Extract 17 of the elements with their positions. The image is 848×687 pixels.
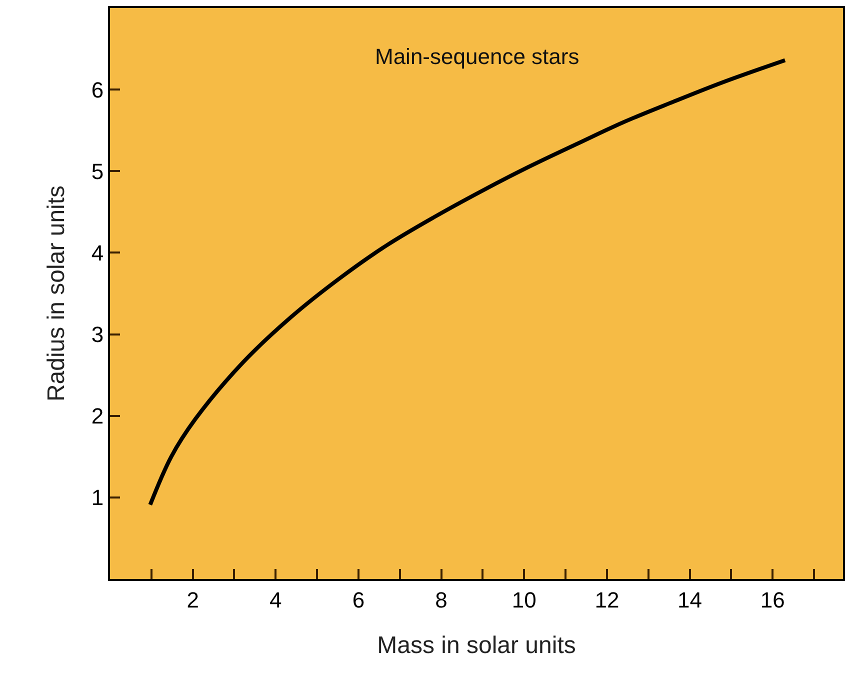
y-tick-label: 6 [91,77,104,102]
x-tick-label: 12 [594,587,620,612]
y-tick-label: 2 [91,404,104,429]
y-tick-label: 4 [91,240,104,266]
annotation: Main-sequence stars [375,44,580,69]
x-tick-label: 4 [270,587,282,612]
x-tick-label: 8 [435,587,448,612]
x-tick-label: 14 [678,587,702,612]
x-axis-title: Mass in solar units [377,632,576,660]
y-tick-label: 1 [91,485,104,510]
x-tick-label: 2 [186,587,199,612]
x-tick-label: 6 [352,587,365,612]
y-tick-label: 5 [91,158,104,184]
y-axis-title: Radius in solar units [42,185,70,402]
y-tick-label: 3 [91,322,104,347]
x-tick-label: 10 [512,587,536,612]
x-tick-label: 16 [760,587,785,612]
